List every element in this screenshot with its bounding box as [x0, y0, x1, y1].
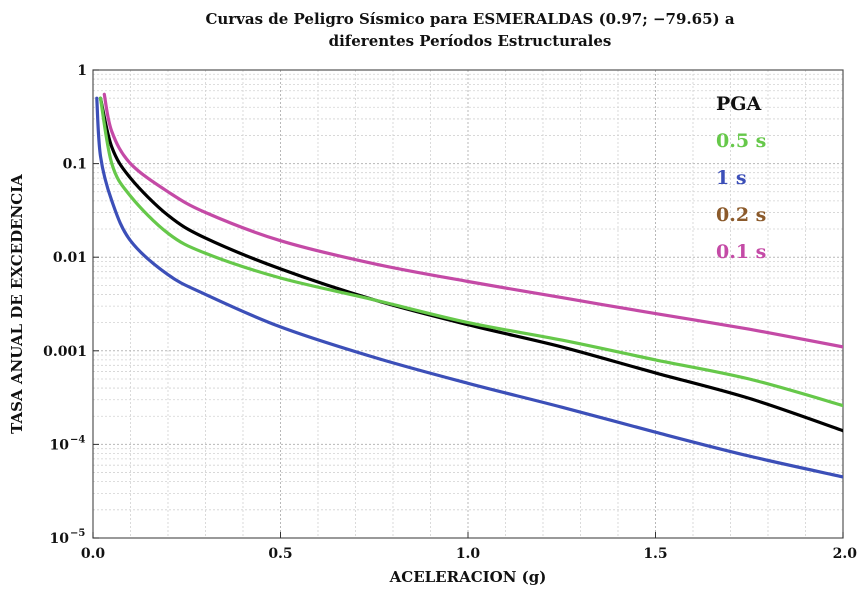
y-tick-label: 10 — [50, 531, 70, 547]
y-tick-label: 0.1 — [63, 157, 87, 173]
y-axis-label: TASA ANUAL DE EXCEDENCIA — [8, 174, 26, 434]
x-tick-label: 0.5 — [268, 546, 292, 562]
series-line-0-1-s — [102, 92, 843, 349]
series-line-1-s — [95, 96, 843, 479]
x-tick-label: 1.0 — [456, 546, 481, 562]
x-tick-label: 0.0 — [81, 546, 106, 562]
legend-entry: PGA — [716, 93, 762, 115]
y-tick-label: 0.001 — [43, 344, 87, 360]
legend-entry: 1 s — [716, 167, 747, 189]
series-layer — [95, 92, 843, 479]
legend: PGA 0.5 s 1 s 0.2 s 0.1 s — [716, 93, 766, 263]
y-tick-label: 10 — [50, 437, 70, 453]
x-tick-label: 2.0 — [833, 546, 858, 562]
chart-title-line1: Curvas de Peligro Sísmico para ESMERALDA… — [205, 10, 734, 28]
legend-entry: 0.1 s — [716, 241, 766, 263]
chart-title-line2: diferentes Períodos Estructurales — [329, 32, 612, 50]
x-axis-label: ACELERACION (g) — [389, 568, 547, 586]
legend-entry: 0.5 s — [716, 130, 766, 152]
legend-entry: 0.2 s — [716, 204, 766, 226]
x-tick-label: 1.5 — [643, 546, 667, 562]
y-tick-label: 1 — [77, 63, 87, 79]
y-tick-label: 0.01 — [53, 250, 87, 266]
y-tick-exponent: −5 — [70, 528, 85, 539]
plot-grid — [93, 70, 843, 538]
y-tick-exponent: −4 — [70, 434, 85, 445]
series-line-0-5-s — [98, 96, 843, 408]
